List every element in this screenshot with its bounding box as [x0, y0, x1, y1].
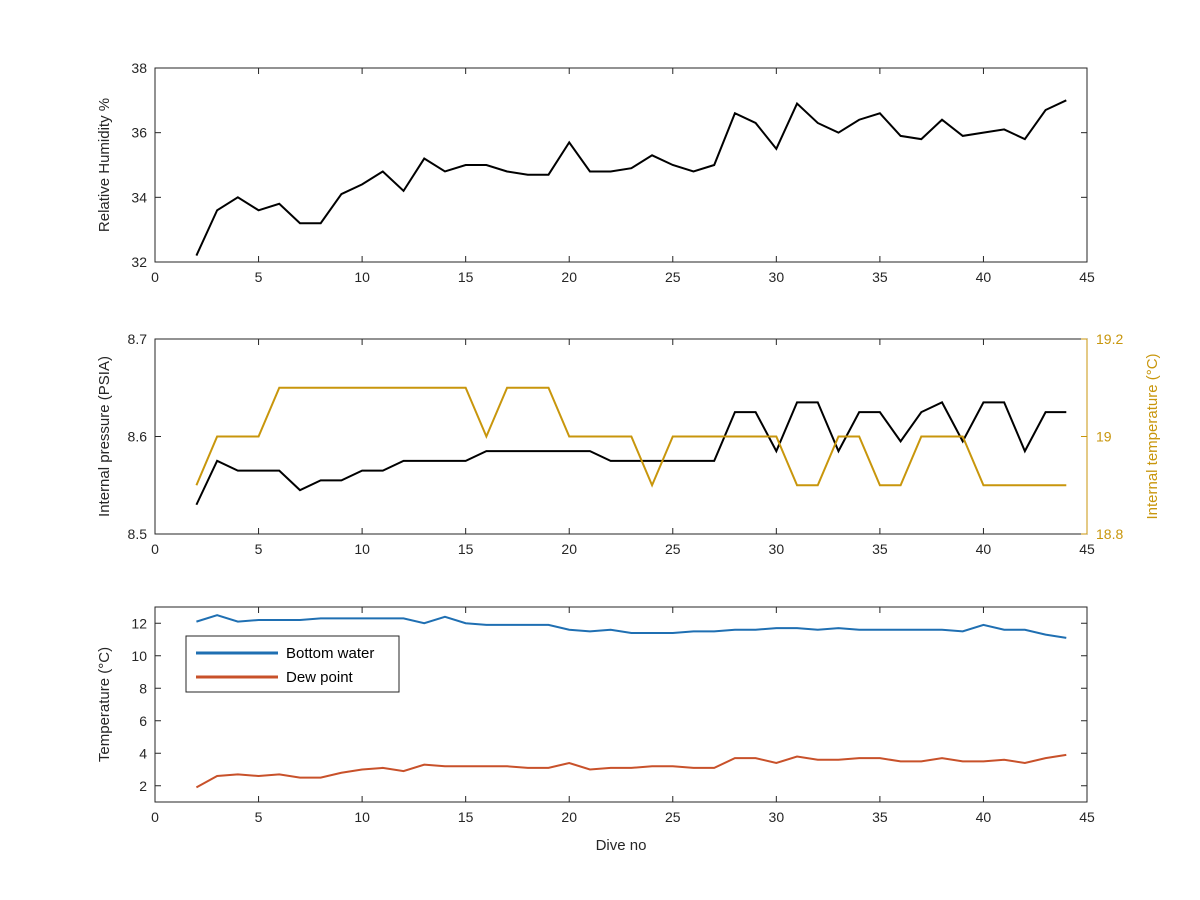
x-tick-label: 15: [458, 541, 474, 557]
y-tick-label: 8.5: [128, 526, 148, 542]
legend-box: [185, 635, 400, 693]
x-tick-label: 35: [872, 269, 888, 285]
x-tick-label: 30: [769, 541, 785, 557]
x-tick-label: 45: [1079, 809, 1095, 825]
axes-box: [154, 67, 1088, 263]
y2-tick-label: 18.8: [1096, 526, 1123, 542]
x-tick-label: 25: [665, 809, 681, 825]
legend: Bottom water Dew point: [185, 635, 400, 693]
x-tick-label: 45: [1079, 541, 1095, 557]
chart-panel-3: 0 5 10 15 20 25 30 35 40 45 2 4 6 8 10 12 Temperature (°…: [96, 606, 1095, 854]
y-tick-label: 34: [131, 189, 147, 205]
x-tick-label: 5: [255, 809, 263, 825]
x-tick-label: 5: [255, 269, 263, 285]
x-tick-label: 0: [151, 541, 159, 557]
x-tick-label: 10: [354, 269, 370, 285]
y-tick-label: 2: [139, 778, 147, 794]
series-line-2: [195, 753, 1067, 789]
x-tick-label: 20: [561, 541, 577, 557]
x-tick-label: 35: [872, 809, 888, 825]
y-tick-label: 8: [139, 680, 147, 696]
x-tick-label: 25: [665, 269, 681, 285]
series-line-1: [195, 401, 1067, 506]
series-line-1: [196, 614, 1067, 639]
y2-axis-label: Internal temperature (°C): [1144, 353, 1161, 519]
y-axis-label: Relative Humidity %: [96, 98, 113, 232]
x-tick-label: 45: [1079, 269, 1095, 285]
chart-panel-1: 0 5 10 15 20 25 30 35 40 45 32 34 36 38 Relative Humid…: [96, 60, 1095, 285]
y-tick-label: 10: [131, 648, 147, 664]
x-axis-label: Dive no: [596, 837, 647, 854]
x-tick-label: 10: [354, 809, 370, 825]
x-tick-label: 10: [354, 541, 370, 557]
x-tick-label: 15: [458, 809, 474, 825]
x-tick-label: 0: [151, 809, 159, 825]
series-line-1: [195, 99, 1067, 256]
y-tick-label: 38: [131, 60, 147, 76]
y-axis-label: Internal pressure (PSIA): [96, 356, 113, 517]
x-tick-label: 30: [769, 269, 785, 285]
y-tick-label: 32: [131, 254, 147, 270]
x-tick-label: 5: [255, 541, 263, 557]
x-tick-label: 20: [561, 809, 577, 825]
x-tick-label: 15: [458, 269, 474, 285]
x-tick-label: 40: [976, 809, 992, 825]
y-axis-label: Temperature (°C): [96, 647, 113, 762]
x-tick-label: 25: [665, 541, 681, 557]
series-line-2: [195, 386, 1067, 488]
x-tick-label: 30: [769, 809, 785, 825]
y-tick-label: 12: [131, 615, 147, 631]
y-tick-label: 36: [131, 125, 147, 141]
y-tick-label: 8.7: [128, 331, 148, 347]
x-tick-label: 40: [976, 269, 992, 285]
y2-tick-label: 19: [1096, 429, 1112, 445]
y-tick-label: 6: [139, 713, 147, 729]
y-tick-label: 4: [139, 745, 147, 761]
x-tick-label: 40: [976, 541, 992, 557]
y-tick-label: 8.6: [128, 429, 148, 445]
chart-panel-2: 0 5 10 15 20 25 30 35 40 45 8.5 8.6 8.7 18.8 19 19.2 Int…: [96, 331, 1161, 557]
legend-label-2: Dew point: [286, 669, 354, 686]
legend-label-1: Bottom water: [286, 645, 374, 662]
x-tick-label: 0: [151, 269, 159, 285]
x-tick-label: 20: [561, 269, 577, 285]
y2-tick-label: 19.2: [1096, 331, 1123, 347]
x-tick-label: 35: [872, 541, 888, 557]
